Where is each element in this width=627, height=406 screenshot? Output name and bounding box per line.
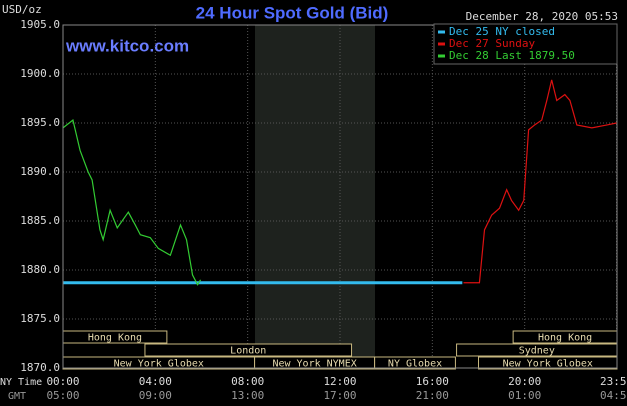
x-tick-label: 12:00 (323, 375, 356, 388)
gmt-tick-label: 01:00 (508, 389, 541, 402)
gmt-tick-label: 05:00 (46, 389, 79, 402)
gmt-tick-label: 04:59 (600, 389, 627, 402)
x-tick-label: 00:00 (46, 375, 79, 388)
nymex-shade (255, 25, 375, 368)
x-tick-label: 16:00 (416, 375, 449, 388)
session-label: NY Globex (388, 359, 442, 370)
sessions: Hong Kong London New York Globex New York N… (62, 330, 618, 370)
price-line (463, 79, 617, 284)
y-tick-label: 1885.0 (20, 214, 60, 227)
session-label: Hong Kong (538, 333, 592, 344)
legend-label: Dec 25 NY closed (449, 25, 555, 38)
chart-title: 24 Hour Spot Gold (Bid) (196, 3, 389, 22)
y-tick-label: 1905.0 (20, 18, 60, 31)
session-label: Sydney (519, 346, 555, 357)
gmt-tick-label: 09:00 (139, 389, 172, 402)
session-box (374, 356, 456, 370)
session-label: New York NYMEX (272, 359, 356, 370)
gmt-tick-label: 17:00 (323, 389, 356, 402)
x-tick-label: 08:00 (231, 375, 264, 388)
plot-frame (62, 24, 618, 369)
x-tick-label: 04:00 (139, 375, 172, 388)
y-tick-label: 1880.0 (20, 263, 60, 276)
legend-label: Dec 27 Sunday (449, 37, 535, 50)
y-axis-label: USD/oz (2, 3, 42, 16)
x-row-label: NY Time (0, 377, 42, 388)
x-tick-label: 23:59 (600, 375, 627, 388)
session-label: London (230, 346, 266, 357)
price-line (62, 119, 202, 286)
legend-box (433, 23, 618, 65)
plot (62, 79, 617, 286)
y-tick-label: 1900.0 (20, 67, 60, 80)
session-label: Hong Kong (88, 333, 142, 344)
x-row-label: GMT (8, 391, 26, 402)
timestamp: December 28, 2020 05:53 (466, 10, 618, 23)
gmt-tick-label: 21:00 (416, 389, 449, 402)
x-tick-label: 20:00 (508, 375, 541, 388)
y-tick-label: 1895.0 (20, 116, 60, 129)
session-box (144, 343, 353, 357)
y-tick-label: 1875.0 (20, 312, 60, 325)
session-label: New York Globex (503, 359, 593, 370)
session-label: New York Globex (114, 359, 204, 370)
y-tick-label: 1890.0 (20, 165, 60, 178)
watermark: www.kitco.com (65, 36, 189, 55)
legend-label: Dec 28 Last 1879.50 (449, 49, 575, 62)
gmt-tick-label: 13:00 (231, 389, 264, 402)
y-tick-label: 1870.0 (20, 361, 60, 374)
